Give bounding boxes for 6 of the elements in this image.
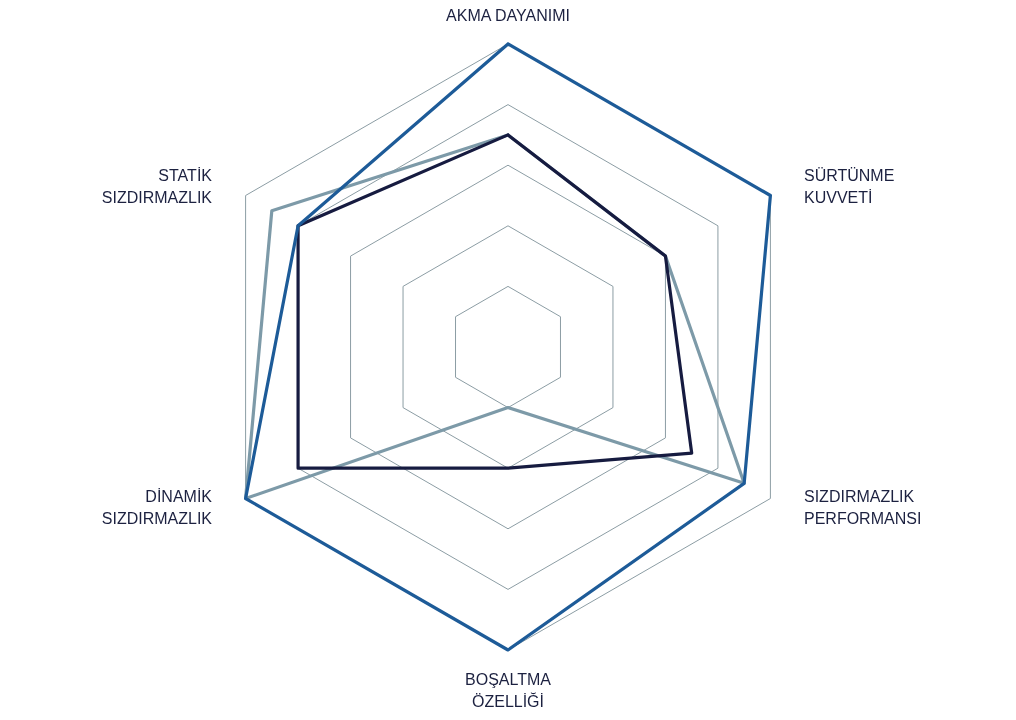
spoke-label: BOŞALTMA ÖZELLİĞİ	[465, 670, 552, 710]
spoke-label: SÜRTÜNME KUVVETİ	[803, 167, 895, 206]
spoke-label: AKMA DAYANIMI	[446, 6, 570, 24]
spoke-label: SIZDIRMAZLIK PERFORMANSI	[803, 488, 922, 527]
spoke-label: STATİK SIZDIRMAZLIK	[101, 166, 213, 206]
spoke-label: DİNAMİK SIZDIRMAZLIK	[101, 487, 213, 527]
